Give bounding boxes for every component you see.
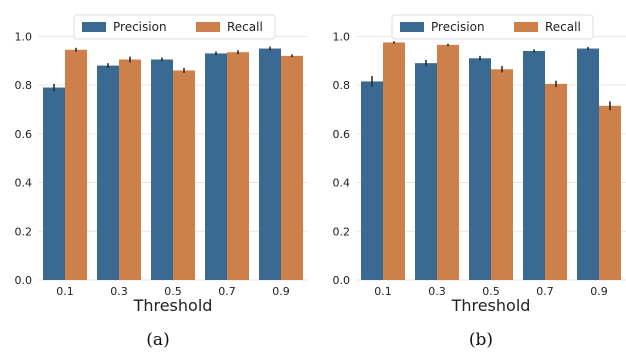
y-tick-label: 1.0 bbox=[333, 30, 351, 43]
legend-label-recall: Recall bbox=[545, 20, 581, 34]
bar-precision bbox=[523, 50, 545, 281]
bar-recall bbox=[383, 42, 405, 280]
x-axis-label: Threshold bbox=[133, 296, 213, 315]
bar-precision bbox=[361, 81, 383, 280]
y-tick-label: 0.2 bbox=[15, 225, 33, 238]
legend-swatch-recall bbox=[196, 22, 220, 32]
legend-swatch-recall bbox=[514, 22, 538, 32]
panel-label: (a) bbox=[146, 330, 169, 350]
x-tick-label: 0.3 bbox=[110, 285, 128, 298]
bar-recall bbox=[437, 44, 459, 281]
bar-recall bbox=[65, 49, 87, 280]
chart-panel-a: 0.0 0.2 0.4 0.6 0.8 1.0 0.1 0.3 0.5 0.7 0.9 Thresho… bbox=[15, 14, 308, 350]
legend-label-precision: Precision bbox=[113, 20, 167, 34]
bar-precision bbox=[259, 48, 281, 280]
bar-precision bbox=[469, 58, 491, 280]
bar-recall bbox=[227, 52, 249, 281]
x-tick-label: 0.5 bbox=[482, 285, 500, 298]
bar-precision bbox=[415, 63, 437, 280]
bar-precision bbox=[205, 53, 227, 280]
x-tick-label: 0.5 bbox=[164, 285, 182, 298]
legend-swatch-precision bbox=[400, 22, 424, 32]
chart-panel-b: 0.0 0.2 0.4 0.6 0.8 1.0 0.1 0.3 0.5 0.7 0.9 Thresho… bbox=[333, 14, 626, 350]
legend-box bbox=[391, 14, 594, 40]
legend: Precision Recall bbox=[391, 14, 594, 40]
y-tick-label: 0.2 bbox=[333, 225, 351, 238]
y-tick-label: 0.8 bbox=[333, 79, 351, 92]
bar-precision bbox=[43, 87, 65, 280]
panel-label: (b) bbox=[469, 330, 493, 350]
y-tick-label: 0.6 bbox=[333, 128, 351, 141]
y-tick-label: 0.6 bbox=[15, 128, 33, 141]
bar-recall bbox=[119, 59, 141, 280]
legend-label-recall: Recall bbox=[227, 20, 263, 34]
bar-recall bbox=[173, 70, 195, 281]
x-tick-label: 0.9 bbox=[590, 285, 608, 298]
x-tick-label: 0.7 bbox=[536, 285, 554, 298]
y-tick-label: 0.4 bbox=[333, 177, 351, 190]
y-tick-label: 0.4 bbox=[15, 177, 33, 190]
bar-recall bbox=[599, 105, 621, 280]
x-tick-label: 0.1 bbox=[374, 285, 392, 298]
bar-recall bbox=[281, 55, 303, 280]
legend-swatch-precision bbox=[82, 22, 106, 32]
x-axis-label: Threshold bbox=[451, 296, 531, 315]
x-tick-label: 0.3 bbox=[428, 285, 446, 298]
x-tick-label: 0.7 bbox=[218, 285, 236, 298]
bar-recall bbox=[491, 69, 513, 280]
y-tick-label: 0.0 bbox=[333, 274, 351, 287]
x-tick-label: 0.1 bbox=[56, 285, 74, 298]
legend-box bbox=[73, 14, 276, 40]
x-tick-label: 0.9 bbox=[272, 285, 290, 298]
bar-precision bbox=[577, 48, 599, 280]
legend: Precision Recall bbox=[73, 14, 276, 40]
bar-precision bbox=[97, 65, 119, 280]
legend-label-precision: Precision bbox=[431, 20, 485, 34]
bar-precision bbox=[151, 59, 173, 280]
bar-recall bbox=[545, 83, 567, 280]
y-tick-label: 0.0 bbox=[15, 274, 33, 287]
y-tick-label: 0.8 bbox=[15, 79, 33, 92]
y-tick-label: 1.0 bbox=[15, 30, 33, 43]
